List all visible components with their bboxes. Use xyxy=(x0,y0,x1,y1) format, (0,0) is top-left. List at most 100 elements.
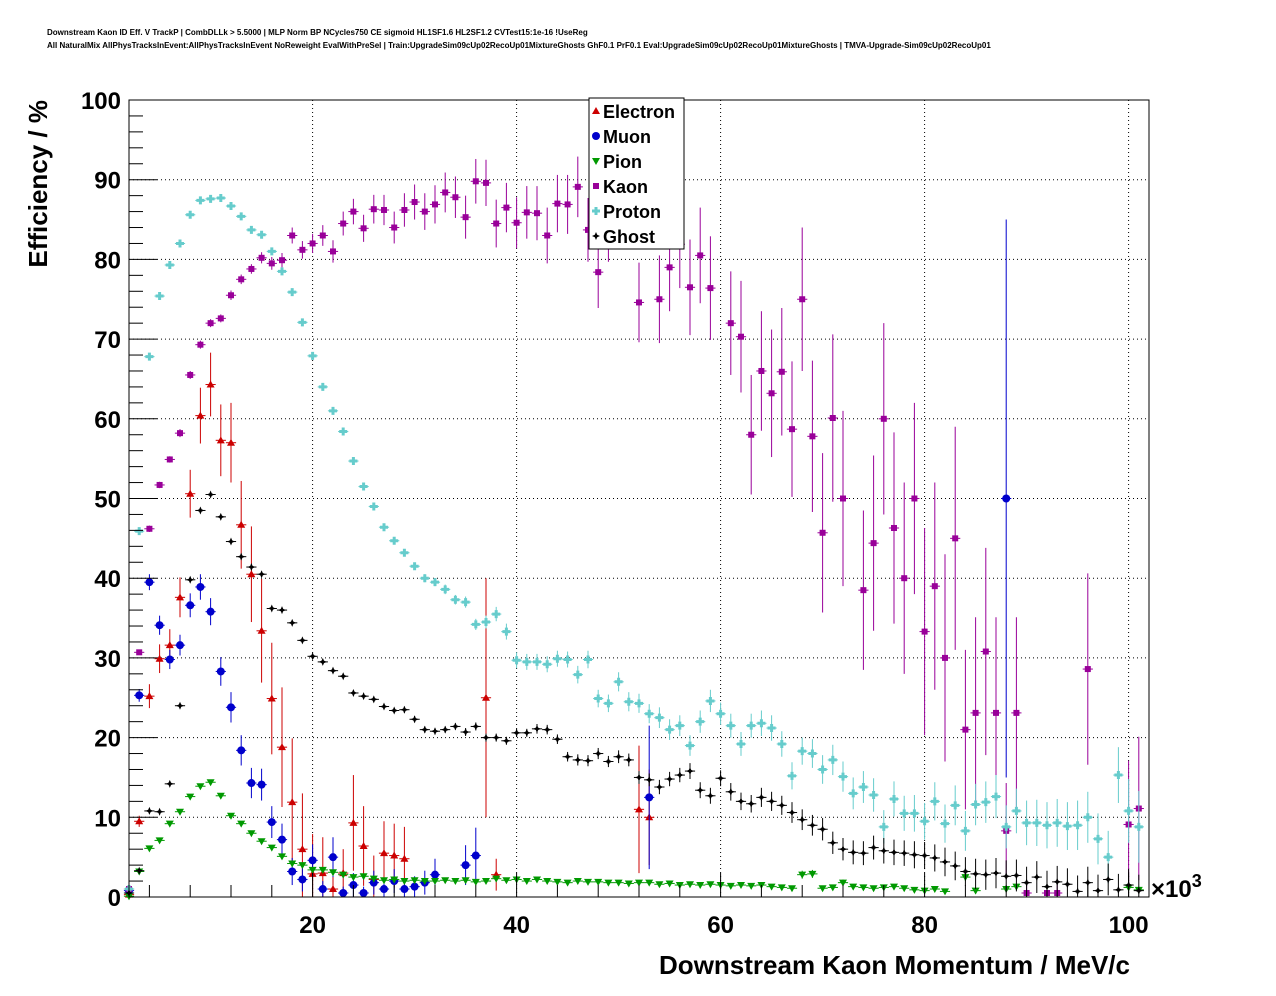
data-point xyxy=(522,728,531,737)
data-point xyxy=(808,870,817,878)
data-point xyxy=(267,694,276,702)
data-point xyxy=(1012,871,1021,880)
x-axis-title: Downstream Kaon Momentum / MeV/c xyxy=(659,950,1130,980)
data-point xyxy=(461,861,470,870)
data-point xyxy=(768,390,775,397)
data-point xyxy=(1002,872,1011,881)
data-point xyxy=(1053,877,1062,886)
x-tick-label: 100 xyxy=(1109,912,1149,939)
data-point xyxy=(911,495,918,502)
data-point xyxy=(788,771,796,780)
data-point xyxy=(166,456,173,463)
data-point xyxy=(400,705,409,714)
data-point xyxy=(930,853,939,862)
data-point xyxy=(716,774,725,783)
data-point xyxy=(604,699,613,708)
data-point xyxy=(869,885,878,893)
data-point xyxy=(145,845,154,853)
data-point xyxy=(135,527,144,536)
data-point xyxy=(1022,818,1031,827)
data-point xyxy=(298,636,307,645)
data-point xyxy=(288,867,297,876)
data-point xyxy=(441,877,450,885)
data-point xyxy=(789,426,795,433)
data-point xyxy=(941,857,949,866)
data-point xyxy=(482,733,490,742)
data-point xyxy=(655,783,664,792)
data-point xyxy=(279,257,285,264)
data-point xyxy=(971,887,980,895)
data-point xyxy=(452,194,459,201)
data-point xyxy=(1073,887,1082,896)
data-point xyxy=(135,866,144,875)
series-kaon xyxy=(123,156,1144,897)
data-point xyxy=(237,520,246,528)
data-point xyxy=(420,878,429,886)
data-point xyxy=(564,201,571,208)
data-point xyxy=(298,318,307,327)
data-point xyxy=(177,430,183,437)
data-point xyxy=(492,875,501,883)
data-point xyxy=(1022,878,1031,887)
data-point xyxy=(706,791,715,800)
data-point xyxy=(544,232,551,239)
data-point xyxy=(707,285,714,292)
data-point xyxy=(726,882,735,890)
data-point xyxy=(196,582,205,591)
data-point xyxy=(380,702,388,711)
data-point xyxy=(584,655,592,664)
data-point xyxy=(186,489,195,497)
data-point xyxy=(726,721,735,730)
data-point xyxy=(145,692,154,700)
data-point xyxy=(798,815,807,824)
chart-title-line-1: Downstream Kaon ID Eff. V TrackP | CombD… xyxy=(47,28,588,37)
data-point xyxy=(675,721,684,730)
data-point xyxy=(798,871,807,879)
data-point xyxy=(227,812,235,820)
data-point xyxy=(318,866,327,874)
data-point xyxy=(410,562,419,571)
legend-marker-muon xyxy=(592,132,600,140)
series-electron xyxy=(123,352,655,898)
axes: 0 10 20 30 40 50 60 70 80 90 100 20 40 60 80 100 xyxy=(81,88,1149,939)
data-point xyxy=(196,506,205,515)
data-point xyxy=(778,368,785,375)
data-point xyxy=(206,779,215,787)
data-point xyxy=(155,292,164,301)
data-point xyxy=(655,713,664,722)
data-point xyxy=(298,845,307,853)
data-point xyxy=(1053,818,1062,827)
data-point xyxy=(910,850,919,859)
data-point xyxy=(1043,821,1051,830)
data-point xyxy=(339,871,348,879)
data-point xyxy=(136,649,143,656)
data-point xyxy=(818,825,827,834)
data-point xyxy=(777,801,786,810)
data-point xyxy=(461,877,470,885)
legend-label-electron: Electron xyxy=(603,102,675,122)
data-point xyxy=(645,793,654,802)
data-point xyxy=(697,252,704,259)
data-point xyxy=(298,875,307,884)
data-point xyxy=(432,201,438,208)
legend-marker-proton xyxy=(592,207,600,215)
series-proton xyxy=(123,194,1144,894)
data-point xyxy=(308,866,317,874)
data-point xyxy=(533,724,541,733)
data-point xyxy=(257,838,266,846)
y-tick-label: 40 xyxy=(94,566,121,593)
y-tick-label: 10 xyxy=(94,805,121,832)
data-point xyxy=(1094,834,1102,843)
data-point xyxy=(135,817,144,825)
data-point xyxy=(1134,886,1143,895)
data-point xyxy=(176,239,184,248)
data-point xyxy=(788,808,796,817)
data-point xyxy=(584,878,592,886)
data-point xyxy=(227,703,235,712)
data-point xyxy=(155,654,164,662)
data-point xyxy=(819,529,826,536)
data-point xyxy=(686,767,694,776)
legend-marker-pion xyxy=(592,158,600,165)
data-point xyxy=(155,837,164,845)
legend-marker-ghost xyxy=(592,232,600,240)
